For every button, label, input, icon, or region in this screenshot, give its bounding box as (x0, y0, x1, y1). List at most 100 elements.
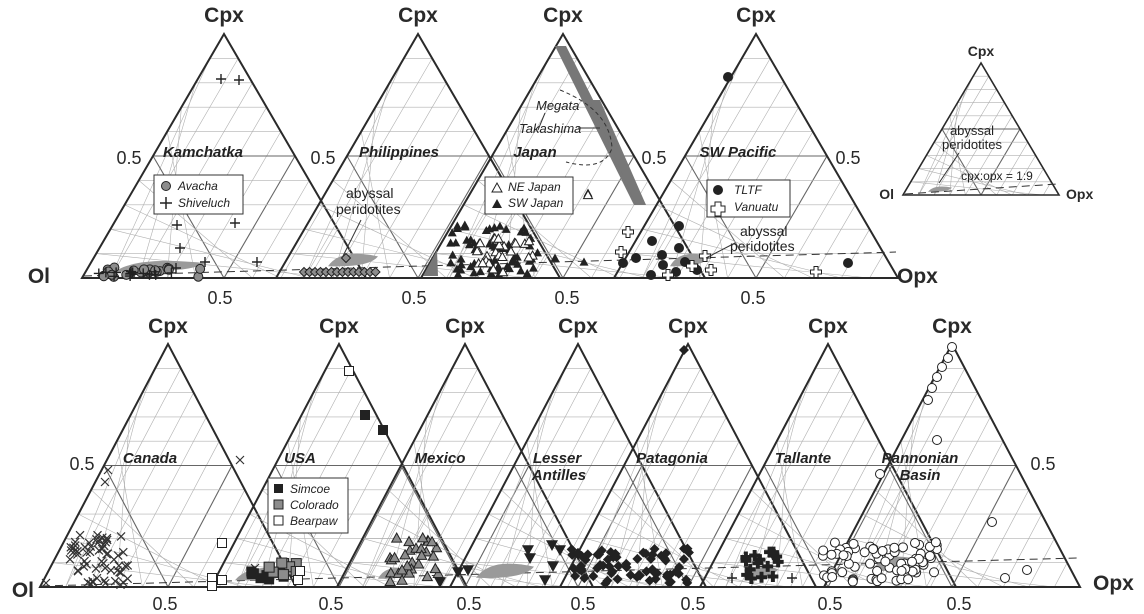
sample-point (523, 251, 534, 262)
bearpaw-marker-icon (273, 515, 284, 526)
sample-point (451, 238, 461, 247)
cpx-apex-label-top-2: Cpx (398, 4, 438, 27)
grid-line (869, 253, 885, 279)
half-base-label-bottom-2: 0.5 (318, 594, 343, 614)
ol-vertex-label-bottom: Ol (12, 579, 34, 602)
grid-line (124, 204, 281, 279)
half-tick-label-bottom-right: 0.5 (1030, 454, 1055, 474)
top-row-diagrams (80, 32, 900, 282)
sample-point (460, 220, 470, 229)
sample-point (95, 535, 104, 545)
sample-point (927, 383, 937, 393)
sample-point (360, 410, 370, 420)
sample-point (100, 267, 111, 278)
region-label-lesser-antilles-2: Antilles (531, 467, 586, 484)
sample-point (749, 549, 761, 561)
sample-point (295, 566, 305, 576)
sample-point (843, 258, 853, 268)
sample-point (388, 551, 401, 563)
avacha-marker-icon (161, 181, 171, 191)
sample-point (877, 545, 888, 556)
cpx-apex-label-bottom-4: Cpx (558, 315, 598, 338)
sample-point (293, 575, 303, 585)
sample-point (613, 561, 624, 572)
sample-point (826, 549, 837, 560)
sw-japan-marker-icon (492, 199, 502, 208)
abyssal-field (928, 186, 952, 192)
sample-point (217, 538, 227, 548)
sample-point (474, 237, 486, 248)
sample-point (452, 223, 462, 233)
sample-point (462, 235, 472, 244)
sample-point (172, 220, 182, 230)
sample-point (235, 455, 245, 465)
sample-point (80, 542, 90, 552)
sample-point (516, 266, 526, 275)
sample-point (579, 257, 589, 266)
grid-line (1043, 181, 1052, 196)
sample-point (547, 561, 559, 572)
sample-point (456, 254, 466, 263)
sample-point (497, 251, 508, 261)
grid-line (687, 465, 753, 588)
megata-leader (537, 112, 546, 131)
sample-point (86, 579, 96, 589)
sample-point (679, 345, 689, 355)
sample-point (937, 362, 947, 372)
ternary-panel (822, 341, 1082, 588)
simcoe-marker-icon (274, 484, 283, 493)
sample-point (907, 556, 918, 567)
sample-point (505, 245, 517, 256)
sample-point (138, 268, 149, 279)
sample-point (524, 553, 536, 564)
inset-ol-label: Ol (879, 186, 894, 202)
sample-point (582, 189, 594, 200)
kamchatka-points (93, 74, 262, 282)
tallante-points (727, 546, 797, 584)
sample-point (501, 224, 511, 233)
sample-point (533, 248, 543, 257)
sample-point (848, 538, 859, 549)
philippines-points (298, 252, 381, 278)
grid-line (96, 253, 338, 279)
grid-line (577, 465, 643, 588)
sample-point (539, 575, 551, 586)
cpx-apex-label-bottom-7: Cpx (932, 315, 972, 338)
sample-point (658, 260, 668, 270)
sample-point (91, 564, 101, 573)
sample-point (475, 267, 485, 276)
inset-ratio-label: cpx:opx = 1:9 (961, 169, 1033, 183)
cpx-apex-label-bottom-5: Cpx (668, 315, 708, 338)
sample-point (485, 239, 495, 248)
half-base-label-top-2: 0.5 (401, 288, 426, 308)
grid-line (812, 204, 856, 279)
sample-point (741, 569, 753, 581)
grid-line (338, 465, 404, 588)
sample-point (522, 268, 532, 278)
legend-label-vanuatu: Vanuatu (734, 200, 779, 214)
sample-point (73, 566, 83, 575)
sample-point (903, 574, 914, 585)
cpx-apex-label-top-1: Cpx (204, 4, 244, 27)
sample-point (646, 270, 656, 280)
grid-line (1054, 562, 1068, 588)
tltf-marker-icon (713, 185, 723, 195)
patagonia-points (566, 345, 694, 589)
legend-label-shiveluch: Shiveluch (178, 196, 230, 210)
opx-vertex-label-bottom: Opx (1093, 572, 1134, 595)
sample-point (602, 575, 613, 586)
sample-point (490, 255, 500, 264)
sample-point (100, 477, 110, 487)
grid-line (910, 181, 1044, 196)
legend-box-kamchatka (153, 174, 244, 215)
sample-point (415, 549, 428, 560)
sample-point (110, 576, 120, 586)
sample-point (113, 551, 123, 561)
sample-point (97, 556, 107, 566)
abyssal-field (328, 253, 378, 267)
half-base-label-top-4: 0.5 (740, 288, 765, 308)
sample-point (65, 554, 75, 564)
sample-point (660, 548, 671, 559)
sample-point (594, 560, 605, 571)
sample-point (787, 573, 797, 583)
